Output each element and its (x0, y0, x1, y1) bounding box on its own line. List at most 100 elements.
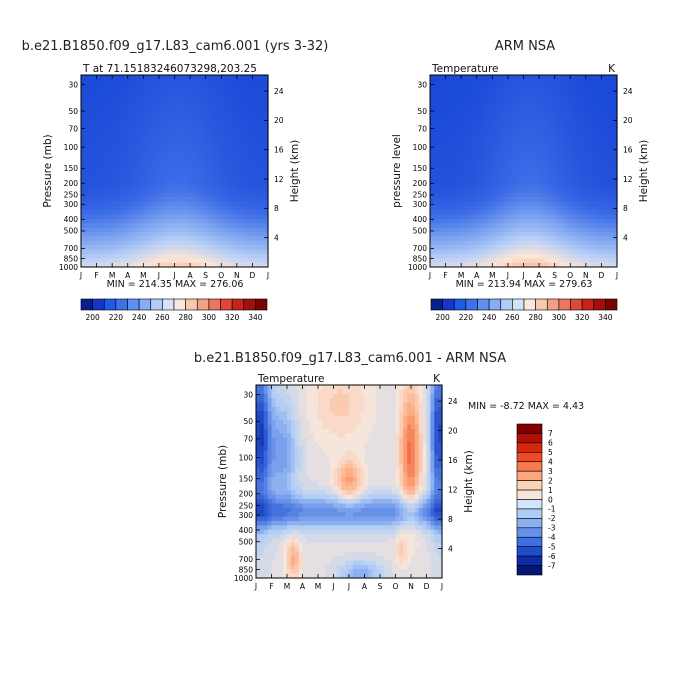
contour-cell (437, 109, 443, 115)
contour-cell (570, 92, 575, 98)
contour-cell (578, 101, 583, 107)
contour-cell (213, 245, 218, 251)
contour-cell (221, 83, 226, 89)
contour-cell (123, 118, 129, 124)
contour-cell (139, 105, 144, 111)
contour-cell (229, 131, 234, 137)
contour-cell (162, 219, 168, 224)
contour-cell (232, 131, 238, 137)
contour-cell (597, 223, 603, 229)
contour-cell (383, 406, 389, 412)
contour-cell (240, 179, 246, 185)
contour-cell (232, 232, 238, 238)
contour-cell (492, 75, 497, 80)
contour-cell (264, 149, 269, 155)
contour-cell (158, 88, 164, 94)
contour-cell (368, 420, 373, 426)
contour-cell (562, 75, 567, 80)
contour-cell (539, 101, 544, 107)
contour-cell (562, 123, 567, 128)
contour-cell (546, 214, 552, 220)
contour-cell (248, 79, 254, 85)
contour-cell (476, 114, 482, 120)
contour-cell (127, 219, 133, 224)
contour-cell (229, 83, 234, 89)
contour-cell (484, 153, 490, 159)
contour-cell (542, 153, 548, 159)
contour-cell (465, 79, 470, 85)
contour-cell (248, 75, 254, 80)
contour-cell (484, 214, 490, 220)
contour-cell (434, 415, 439, 421)
contour-cell (441, 214, 447, 220)
contour-cell (162, 179, 168, 185)
contour-cell (558, 175, 564, 181)
contour-cell (523, 96, 528, 102)
contour-cell (519, 140, 525, 146)
contour-cell (465, 109, 470, 115)
contour-cell (112, 201, 117, 207)
contour-cell (248, 179, 254, 185)
contour-cell (104, 127, 109, 133)
contour-cell (166, 92, 172, 98)
contour-cell (449, 75, 454, 80)
contour-cell (100, 253, 105, 259)
contour-cell (190, 188, 195, 194)
contour-cell (535, 136, 540, 142)
contour-cell (453, 223, 458, 229)
contour-cell (457, 262, 462, 268)
contour-cell (143, 179, 148, 185)
contour-cell (193, 219, 199, 224)
contour-cell (376, 385, 381, 390)
contour-cell (197, 223, 203, 229)
contour-cell (597, 192, 603, 198)
contour-cell (201, 192, 207, 198)
contour-cell (127, 92, 133, 98)
contour-cell (441, 179, 447, 185)
contour-cell (232, 79, 238, 85)
contour-cell (449, 144, 454, 150)
contour-cell (178, 184, 183, 190)
contour-cell (558, 249, 564, 255)
contour-cell (139, 162, 144, 168)
contour-cell (174, 253, 179, 259)
contour-cell (197, 258, 203, 264)
contour-cell (360, 415, 366, 421)
contour-cell (492, 96, 497, 102)
contour-cell (465, 88, 470, 94)
contour-cell (209, 109, 215, 115)
contour-cell (349, 406, 354, 412)
contour-cell (205, 201, 211, 207)
contour-cell (461, 219, 466, 224)
contour-cell (131, 123, 137, 128)
contour-cell (190, 83, 195, 89)
contour-cell (535, 149, 540, 155)
contour-cell (562, 184, 567, 190)
contour-cell (341, 415, 346, 421)
contour-cell (507, 162, 513, 168)
contour-cell (213, 123, 218, 128)
contour-cell (123, 201, 129, 207)
contour-cell (550, 236, 556, 242)
contour-cell (127, 109, 133, 115)
contour-cell (201, 262, 207, 268)
contour-cell (232, 114, 238, 120)
contour-cell (562, 253, 567, 259)
contour-cell (221, 262, 226, 268)
contour-cell (461, 262, 466, 268)
contour-cell (484, 131, 490, 137)
contour-cell (484, 236, 490, 242)
contour-cell (511, 105, 517, 111)
contour-cell (380, 389, 385, 395)
contour-cell (383, 389, 389, 395)
contour-cell (480, 162, 486, 168)
contour-cell (147, 205, 152, 211)
contour-cell (147, 162, 152, 168)
contour-cell (244, 214, 250, 220)
contour-cell (480, 175, 486, 181)
contour-cell (550, 249, 556, 255)
contour-cell (566, 118, 571, 124)
contour-cell (535, 258, 540, 264)
contour-cell (433, 245, 439, 251)
contour-cell (472, 109, 478, 115)
